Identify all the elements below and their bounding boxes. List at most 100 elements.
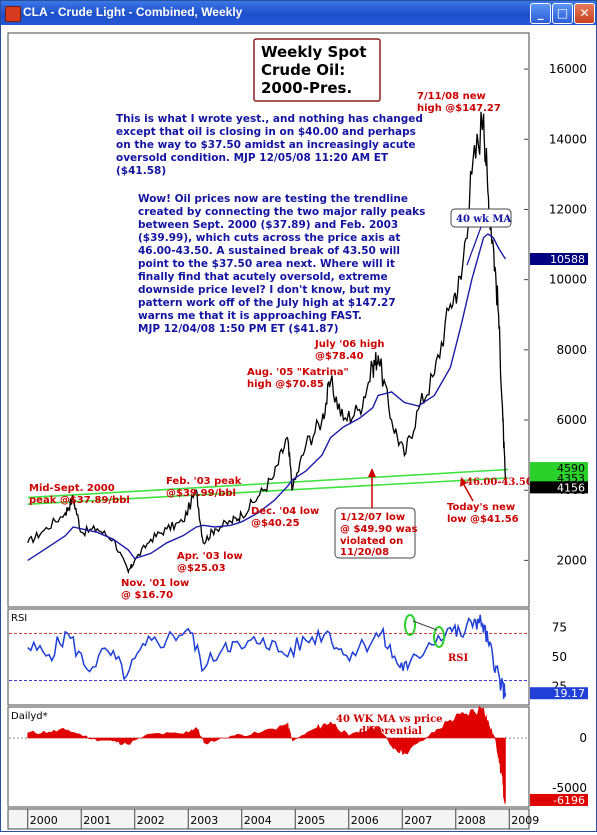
commentary-1: This is what I wrote yest., and nothing … bbox=[116, 113, 423, 177]
annotation-nov01: Nov. '01 low bbox=[121, 578, 189, 589]
price-axis-badge bbox=[530, 481, 588, 494]
price-axis-badge bbox=[530, 471, 588, 484]
diff-panel-label: Dailyd* bbox=[11, 711, 48, 722]
diff-annotation: differential bbox=[359, 726, 422, 737]
commentary-2-line: point to the $37.50 area next. Where wil… bbox=[138, 258, 395, 270]
annotation-high-0708: high @$147.27 bbox=[417, 103, 501, 114]
commentary-1-line: on the way to $37.50 amidst an increasin… bbox=[116, 139, 415, 151]
price-y-tick-label: 10000 bbox=[549, 273, 587, 287]
commentary-2-line: 46.00-43.50. A sustained break of 43.50 … bbox=[138, 245, 400, 257]
title-line-2: Crude Oil: bbox=[261, 61, 345, 79]
rsi-panel-frame bbox=[7, 608, 530, 706]
ma-line bbox=[27, 233, 507, 561]
price-axis-badge-label: 10588 bbox=[550, 253, 585, 266]
close-button[interactable]: ✕ bbox=[574, 3, 595, 24]
annotation-july06: @$78.40 bbox=[315, 351, 364, 362]
annotation-today: low @$41.56 bbox=[447, 514, 519, 525]
annotation-july06: July '06 high bbox=[314, 339, 385, 350]
trendline bbox=[27, 477, 509, 506]
annotation-feb03: Feb. '03 peak bbox=[166, 476, 242, 487]
annotation-dec04: @$40.25 bbox=[251, 518, 300, 529]
x-year-label: 2004 bbox=[244, 814, 272, 827]
price-y-tick-label: 2000 bbox=[556, 553, 587, 567]
diff-current-badge bbox=[530, 793, 588, 806]
rsi-y-tick-label: 50 bbox=[552, 650, 567, 664]
diff-y-tick-label: -5000 bbox=[552, 781, 587, 795]
commentary-2-line: pattern work off of the July high at $14… bbox=[138, 297, 396, 309]
annotation-aug05: Aug. '05 "Katrina" bbox=[247, 367, 349, 378]
price-axis-badge bbox=[530, 253, 588, 266]
jan07-callout-box bbox=[334, 507, 416, 559]
annotation-jan07: 1/12/07 low @ $49.90 was violated on 11/… bbox=[340, 512, 418, 558]
ma-callout-label: 40 wk MA bbox=[456, 214, 511, 225]
trendline-label: 46.00-43.50 bbox=[466, 477, 533, 488]
x-year-label: 2007 bbox=[404, 814, 432, 827]
rsi-side-label: RSI bbox=[448, 653, 469, 664]
rsi-current-badge bbox=[530, 687, 588, 700]
title-line-1: Weekly Spot bbox=[261, 43, 367, 61]
commentary-2-line: created by connecting the two major rall… bbox=[138, 206, 425, 218]
price-annotations: 7/11/08 new high @$147.27 July '06 high … bbox=[29, 91, 519, 601]
commentary-2-line: downside price level? I don't know, but … bbox=[138, 284, 391, 296]
annotation-apr03: @$25.03 bbox=[177, 563, 226, 574]
rsi-line bbox=[27, 614, 507, 700]
x-year-label: 2002 bbox=[137, 814, 165, 827]
price-y-tick-label: 16000 bbox=[549, 62, 587, 76]
rsi-peak-ellipse bbox=[404, 614, 416, 636]
rsi-panel-label: RSI bbox=[11, 613, 27, 624]
commentary-1-line: ($41.58) bbox=[116, 165, 166, 177]
x-year-label: 2006 bbox=[351, 814, 379, 827]
commentary-2-line: Wow! Oil prices now are testing the tren… bbox=[138, 193, 408, 205]
rsi-divergence-line bbox=[412, 620, 438, 631]
x-year-label: 2008 bbox=[458, 814, 486, 827]
price-axis-badge bbox=[530, 462, 588, 475]
price-y-tick-label: 8000 bbox=[556, 343, 587, 357]
ma-callout-arrow bbox=[466, 226, 482, 266]
annotation-high-0708: 7/11/08 new bbox=[417, 91, 486, 102]
today-arrow-head bbox=[460, 477, 467, 487]
annotation-jan07-line: violated on bbox=[340, 536, 403, 547]
commentary-2-line: between Sept. 2000 ($37.89) and Feb. 200… bbox=[138, 219, 398, 231]
commentary-2-line: warns me that it is approaching FAST. bbox=[138, 310, 362, 322]
title-line-3: 2000-Pres. bbox=[261, 79, 352, 97]
diff-panel-frame bbox=[7, 706, 530, 808]
app-icon bbox=[5, 6, 21, 22]
annotation-sep00: Mid-Sept. 2000 bbox=[29, 483, 115, 494]
minimize-button[interactable]: _ bbox=[530, 3, 551, 24]
x-year-label: 2003 bbox=[190, 814, 218, 827]
commentary-2-line: MJP 12/04/08 1:50 PM ET ($41.87) bbox=[138, 323, 339, 335]
x-year-label: 2005 bbox=[297, 814, 325, 827]
x-axis-strip bbox=[7, 808, 530, 830]
rsi-y-tick-label: 75 bbox=[552, 621, 567, 635]
price-y-tick-label: 14000 bbox=[549, 132, 587, 146]
annotation-aug05: high @$70.85 bbox=[247, 379, 324, 390]
title-bar[interactable]: CLA - Crude Light - Combined, Weekly _ □… bbox=[1, 1, 596, 25]
maximize-button[interactable]: □ bbox=[552, 3, 573, 24]
price-y-tick-label: 12000 bbox=[549, 202, 587, 216]
commentary-2: Wow! Oil prices now are testing the tren… bbox=[138, 193, 425, 335]
annotation-today: Today's new bbox=[447, 502, 515, 513]
annotation-nov01: @ $16.70 bbox=[121, 590, 173, 601]
price-axis-badge-label: 4156 bbox=[557, 481, 585, 494]
today-arrow bbox=[462, 482, 474, 502]
price-line bbox=[27, 111, 507, 575]
rsi-current-badge-label: 19.17 bbox=[554, 687, 586, 700]
commentary-2-line: ($39.99), which cuts across the price ax… bbox=[138, 232, 400, 244]
diff-annotation: 40 WK MA vs price bbox=[336, 714, 443, 725]
commentary-1-line: This is what I wrote yest., and nothing … bbox=[116, 113, 423, 125]
chart-area[interactable]: 2000 2001 2002 2003 2004 2005 2006 2007 2008 2009… bbox=[1, 25, 596, 831]
x-year-label: 2000 bbox=[30, 814, 58, 827]
x-year-label: 2009 bbox=[511, 814, 539, 827]
jan07-arrow-head bbox=[368, 468, 376, 477]
annotation-sep00: peak @$37.89/bbl bbox=[29, 495, 130, 506]
window-title: CLA - Crude Light - Combined, Weekly bbox=[23, 5, 243, 19]
commentary-1-line: except that oil is closing in on $40.00 … bbox=[116, 126, 416, 138]
annotation-apr03: Apr. '03 low bbox=[177, 551, 243, 562]
commentary-1-line: oversold condition. MJP 12/05/08 11:20 A… bbox=[116, 152, 389, 164]
title-box bbox=[253, 38, 381, 102]
diff-y-tick-label: 0 bbox=[579, 731, 587, 745]
price-panel-frame bbox=[7, 32, 530, 608]
diff-area bbox=[27, 705, 506, 805]
rsi-peak-ellipse bbox=[433, 626, 445, 648]
